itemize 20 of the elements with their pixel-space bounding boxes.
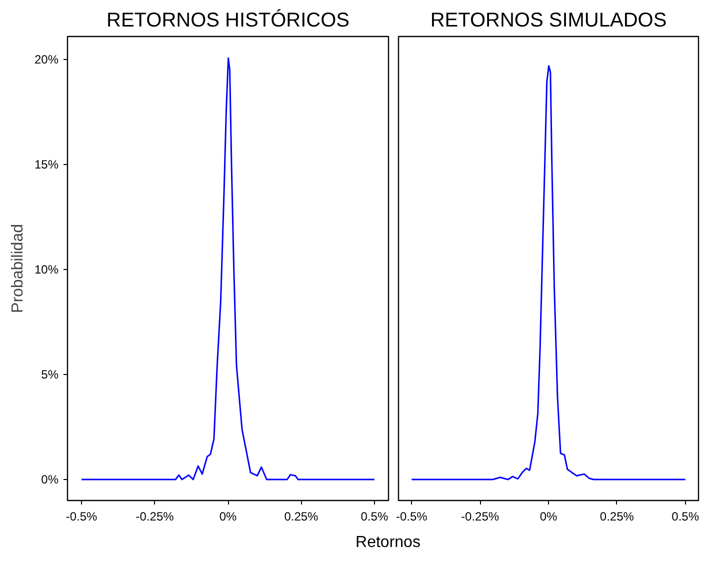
x-tick-label: 0.25% <box>600 510 634 524</box>
x-tick-label: 0.5% <box>360 510 388 524</box>
x-tick-label: 0% <box>219 510 237 524</box>
y-tick-label: 0% <box>41 472 59 487</box>
x-tick-label: -0.25% <box>461 510 500 524</box>
chart-title: RETORNOS HISTÓRICOS <box>106 8 350 32</box>
x-tick-label: -0.5% <box>396 510 428 524</box>
x-tick-label: 0% <box>540 510 558 524</box>
x-tick-label: 0.5% <box>672 510 700 524</box>
x-tick-label: -0.25% <box>136 510 174 524</box>
x-tick-label: -0.5% <box>66 510 98 524</box>
line-series <box>80 57 376 480</box>
x-axis-title: Retornos <box>356 533 420 553</box>
y-tick-label: 10% <box>34 262 59 277</box>
y-axis-title: Probabilidad <box>9 224 26 313</box>
y-tick-label: 20% <box>34 52 59 67</box>
y-tick-label: 5% <box>41 368 59 382</box>
chart-title: RETORNOS SIMULADOS <box>430 10 667 32</box>
x-tick-label: 0.25% <box>284 510 319 524</box>
y-tick-label: 15% <box>34 158 59 172</box>
